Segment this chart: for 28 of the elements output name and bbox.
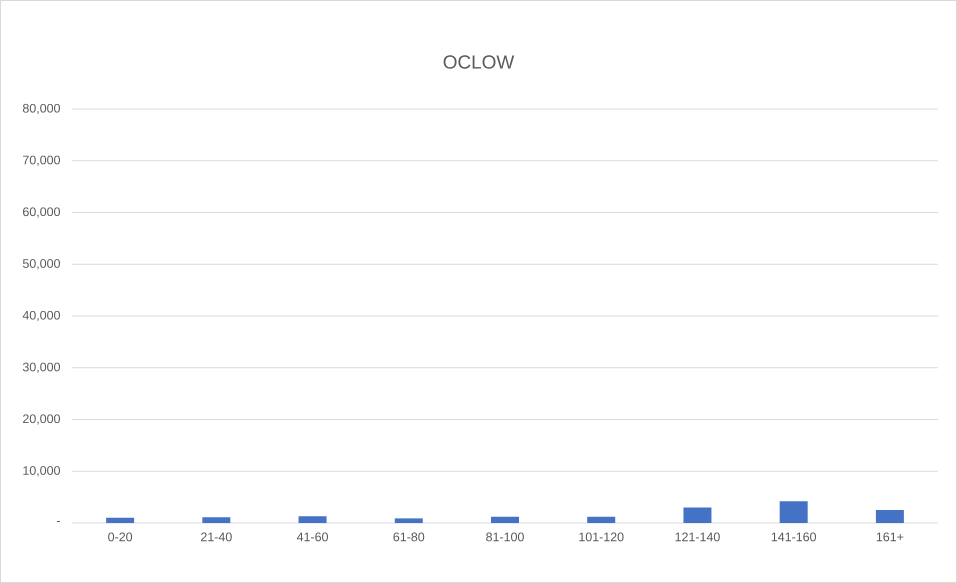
x-tick-label: 0-20 bbox=[108, 532, 132, 542]
x-tick-label: 21-40 bbox=[201, 532, 232, 542]
y-tick-label: 40,000 bbox=[22, 310, 60, 322]
x-tick-label: 161+ bbox=[876, 532, 904, 542]
bar bbox=[106, 518, 134, 523]
bar bbox=[394, 518, 423, 523]
y-tick-label: 50,000 bbox=[22, 259, 60, 270]
bar bbox=[202, 517, 230, 523]
y-tick-label: 80,000 bbox=[22, 104, 60, 114]
bar bbox=[683, 507, 712, 523]
x-tick-label: 101-120 bbox=[579, 532, 624, 542]
y-tick-label: 70,000 bbox=[23, 156, 60, 166]
bar bbox=[298, 516, 327, 523]
x-tick-label: 141-160 bbox=[772, 532, 816, 542]
bar bbox=[587, 516, 616, 523]
y-tick-label: 30,000 bbox=[22, 362, 60, 373]
x-tick-label: 61-80 bbox=[393, 532, 424, 542]
bar bbox=[491, 516, 520, 523]
bar bbox=[876, 510, 904, 523]
y-tick-label: - bbox=[56, 521, 60, 522]
x-tick-label: 41-60 bbox=[296, 532, 328, 542]
y-tick-label: 20,000 bbox=[23, 414, 60, 425]
x-tick-label: 81-100 bbox=[486, 532, 524, 542]
y-tick-label: 60,000 bbox=[23, 207, 60, 218]
y-tick-label: 10,000 bbox=[23, 466, 60, 476]
bar bbox=[780, 501, 808, 523]
chart-title: OCLOW bbox=[444, 55, 514, 69]
x-tick-label: 121-140 bbox=[676, 532, 720, 542]
